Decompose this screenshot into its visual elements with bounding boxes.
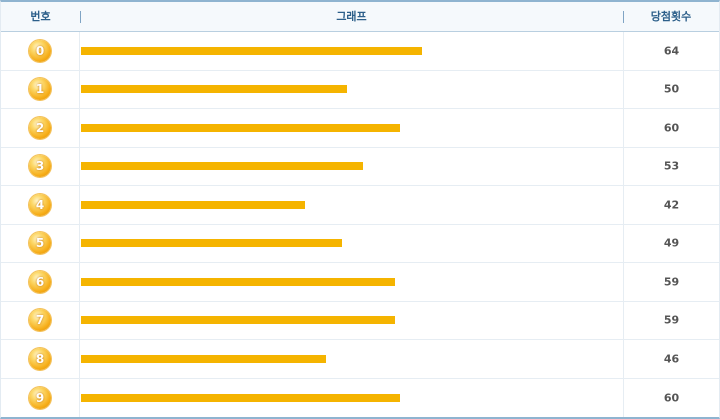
table-row: 6 59 xyxy=(1,263,719,302)
number-ball: 5 xyxy=(29,232,51,255)
header-graph: 그래프 xyxy=(336,10,367,23)
graph-cell xyxy=(80,379,623,418)
number-cell: 5 xyxy=(1,224,80,262)
count-cell: 42 xyxy=(623,186,719,224)
count-cell: 53 xyxy=(623,147,719,185)
number-cell: 1 xyxy=(1,70,80,108)
count-value: 42 xyxy=(663,198,680,212)
graph-cell xyxy=(80,71,623,109)
graph-cell xyxy=(80,32,623,70)
count-cell: 59 xyxy=(623,263,719,301)
count-cell: 60 xyxy=(623,109,719,147)
bar xyxy=(81,123,400,132)
number-ball: 2 xyxy=(29,116,51,139)
table-row: 5 49 xyxy=(1,224,719,263)
bar xyxy=(81,277,395,286)
header-count: 당첨횟수 xyxy=(650,10,692,23)
table-row: 3 53 xyxy=(1,147,719,186)
bar xyxy=(81,316,395,325)
number-cell: 3 xyxy=(1,147,80,185)
number-cell: 8 xyxy=(1,340,80,378)
graph-cell xyxy=(80,340,623,378)
number-ball: 0 xyxy=(29,39,51,62)
table-row: 1 50 xyxy=(1,70,719,109)
number-ball: 9 xyxy=(29,386,51,409)
table-body: 0 64 1 50 2 60 3 53 4 42 5 49 6 59 7 59 8 46 9 60 xyxy=(1,32,719,417)
graph-cell xyxy=(80,302,623,340)
bar xyxy=(81,46,422,55)
count-cell: 50 xyxy=(623,70,719,108)
header-number: 번호 xyxy=(30,10,51,23)
count-cell: 46 xyxy=(623,340,719,378)
number-ball: 8 xyxy=(29,347,51,370)
count-cell: 64 xyxy=(623,32,719,70)
graph-cell xyxy=(80,109,623,147)
header-divider xyxy=(623,11,624,23)
table-row: 9 60 xyxy=(1,378,719,418)
count-value: 60 xyxy=(663,121,680,135)
count-value: 50 xyxy=(663,82,680,96)
number-cell: 2 xyxy=(1,109,80,147)
bar xyxy=(81,162,363,171)
count-cell: 59 xyxy=(623,301,719,339)
bar xyxy=(81,200,305,209)
count-cell: 60 xyxy=(623,378,719,417)
count-value: 59 xyxy=(663,313,680,327)
bar xyxy=(81,85,347,94)
number-cell: 4 xyxy=(1,186,80,224)
number-cell: 0 xyxy=(1,32,80,70)
number-ball: 6 xyxy=(29,270,51,293)
table-row: 7 59 xyxy=(1,301,719,340)
bar xyxy=(81,239,342,248)
number-cell: 7 xyxy=(1,301,80,339)
count-value: 46 xyxy=(663,352,680,366)
graph-cell xyxy=(80,263,623,301)
header-divider xyxy=(80,11,81,23)
graph-cell xyxy=(80,225,623,263)
bar xyxy=(81,354,326,363)
count-value: 60 xyxy=(663,391,680,405)
count-value: 49 xyxy=(663,236,680,250)
table-row: 4 42 xyxy=(1,186,719,225)
number-ball: 4 xyxy=(29,193,51,216)
graph-cell xyxy=(80,186,623,224)
table-row: 8 46 xyxy=(1,340,719,379)
number-ball: 7 xyxy=(29,309,51,332)
number-cell: 6 xyxy=(1,263,80,301)
table-row: 0 64 xyxy=(1,32,719,71)
number-cell: 9 xyxy=(1,378,80,417)
bar xyxy=(81,393,400,402)
count-cell: 49 xyxy=(623,224,719,262)
table-header: 번호 그래프 당첨횟수 xyxy=(1,2,719,32)
graph-cell xyxy=(80,148,623,186)
count-value: 64 xyxy=(663,44,680,58)
number-ball: 1 xyxy=(29,78,51,101)
number-ball: 3 xyxy=(29,155,51,178)
table-row: 2 60 xyxy=(1,109,719,148)
count-value: 53 xyxy=(663,159,680,173)
count-value: 59 xyxy=(663,275,680,289)
